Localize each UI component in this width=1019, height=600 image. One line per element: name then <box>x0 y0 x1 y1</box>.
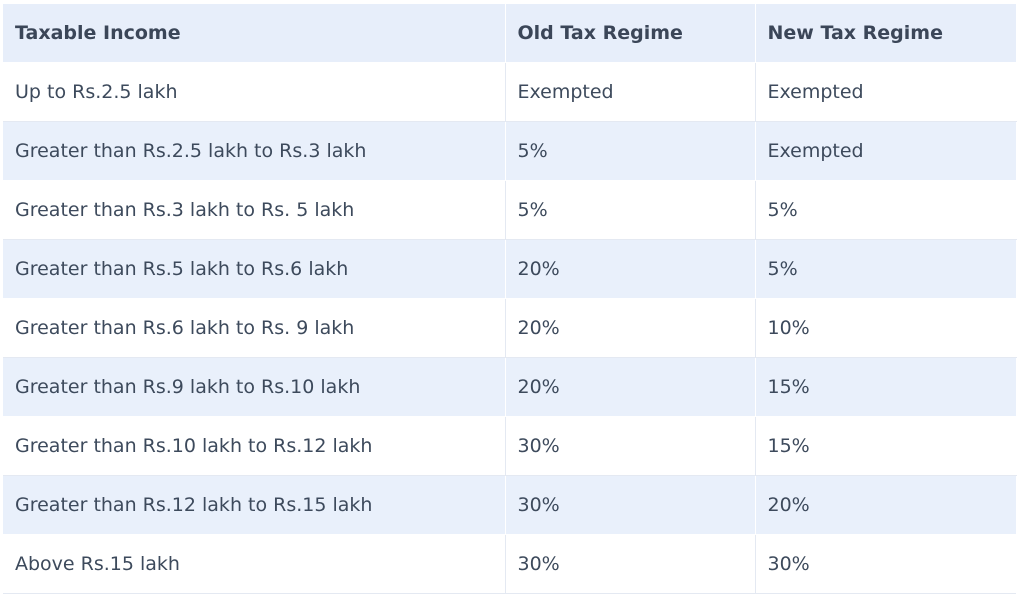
new-regime-cell: Exempted <box>755 121 1017 181</box>
new-regime-cell: 15% <box>755 357 1017 417</box>
table-row: Greater than Rs.5 lakh to Rs.6 lakh 20% … <box>3 239 1017 299</box>
table-header-row: Taxable Income Old Tax Regime New Tax Re… <box>3 4 1016 63</box>
old-regime-cell: 20% <box>505 298 756 358</box>
old-regime-cell: 5% <box>505 180 756 240</box>
header-old-tax-regime: Old Tax Regime <box>505 4 756 63</box>
income-cell: Greater than Rs.12 lakh to Rs.15 lakh <box>3 475 506 535</box>
income-cell: Greater than Rs.3 lakh to Rs. 5 lakh <box>3 180 506 240</box>
new-regime-cell: 5% <box>755 239 1017 299</box>
table-row: Greater than Rs.3 lakh to Rs. 5 lakh 5% … <box>3 180 1016 240</box>
income-cell: Above Rs.15 lakh <box>3 534 506 594</box>
old-regime-cell: 30% <box>505 534 756 594</box>
table-row: Greater than Rs.6 lakh to Rs. 9 lakh 20%… <box>3 298 1016 358</box>
income-cell: Greater than Rs.10 lakh to Rs.12 lakh <box>3 416 506 476</box>
old-regime-cell: Exempted <box>505 62 756 122</box>
income-cell: Greater than Rs.9 lakh to Rs.10 lakh <box>3 357 506 417</box>
old-regime-cell: 20% <box>505 239 756 299</box>
new-regime-cell: 20% <box>755 475 1017 535</box>
income-cell: Up to Rs.2.5 lakh <box>3 62 506 122</box>
tax-slab-table: Taxable Income Old Tax Regime New Tax Re… <box>3 4 1017 594</box>
tax-slab-table-container: Taxable Income Old Tax Regime New Tax Re… <box>3 4 1017 594</box>
table-row: Up to Rs.2.5 lakh Exempted Exempted <box>3 62 1016 122</box>
old-regime-cell: 5% <box>505 121 756 181</box>
table-row: Above Rs.15 lakh 30% 30% <box>3 534 1016 594</box>
header-taxable-income: Taxable Income <box>3 4 506 63</box>
new-regime-cell: 5% <box>755 180 1016 240</box>
table-row: Greater than Rs.9 lakh to Rs.10 lakh 20%… <box>3 357 1017 417</box>
header-new-tax-regime: New Tax Regime <box>755 4 1016 63</box>
table-row: Greater than Rs.12 lakh to Rs.15 lakh 30… <box>3 475 1017 535</box>
income-cell: Greater than Rs.5 lakh to Rs.6 lakh <box>3 239 506 299</box>
old-regime-cell: 20% <box>505 357 756 417</box>
income-cell: Greater than Rs.2.5 lakh to Rs.3 lakh <box>3 121 506 181</box>
old-regime-cell: 30% <box>505 416 756 476</box>
new-regime-cell: 30% <box>755 534 1016 594</box>
income-cell: Greater than Rs.6 lakh to Rs. 9 lakh <box>3 298 506 358</box>
table-row: Greater than Rs.2.5 lakh to Rs.3 lakh 5%… <box>3 121 1017 181</box>
new-regime-cell: 15% <box>755 416 1016 476</box>
table-row: Greater than Rs.10 lakh to Rs.12 lakh 30… <box>3 416 1016 476</box>
new-regime-cell: Exempted <box>755 62 1016 122</box>
old-regime-cell: 30% <box>505 475 756 535</box>
new-regime-cell: 10% <box>755 298 1016 358</box>
